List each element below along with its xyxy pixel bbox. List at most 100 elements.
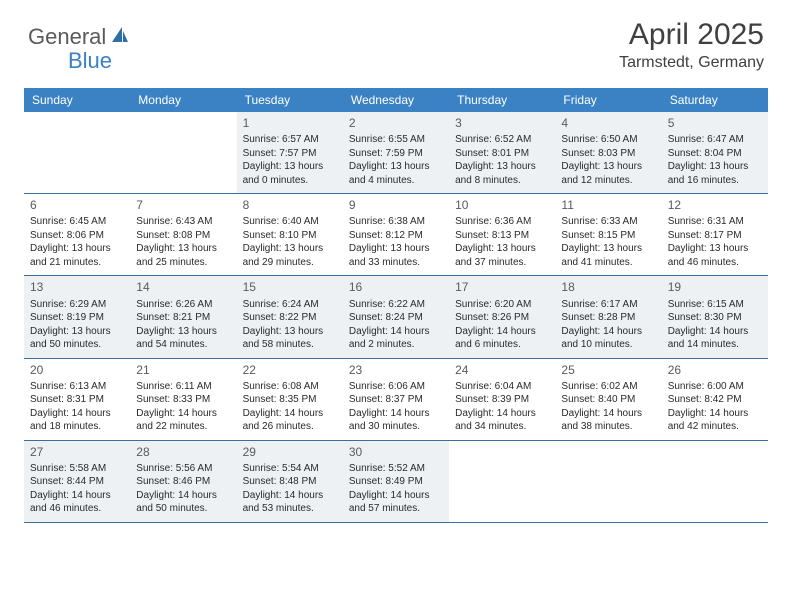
sunrise-text: Sunrise: 5:56 AM — [136, 462, 230, 476]
sunrise-text: Sunrise: 6:47 AM — [668, 133, 762, 147]
header: General Blue April 2025 Tarmstedt, Germa… — [0, 0, 792, 82]
sunset-text: Sunset: 8:28 PM — [561, 311, 655, 325]
sunset-text: Sunset: 8:01 PM — [455, 147, 549, 161]
day-number: 25 — [561, 362, 655, 378]
sunrise-text: Sunrise: 6:24 AM — [243, 298, 337, 312]
sunrise-text: Sunrise: 6:43 AM — [136, 215, 230, 229]
sunrise-text: Sunrise: 6:20 AM — [455, 298, 549, 312]
sunset-text: Sunset: 8:46 PM — [136, 475, 230, 489]
sunrise-text: Sunrise: 6:15 AM — [668, 298, 762, 312]
logo: General Blue — [28, 24, 138, 74]
day-cell-empty — [130, 112, 236, 193]
daylight-text: Daylight: 14 hours and 42 minutes. — [668, 407, 762, 434]
sunrise-text: Sunrise: 6:08 AM — [243, 380, 337, 394]
day-cell: 28Sunrise: 5:56 AMSunset: 8:46 PMDayligh… — [130, 441, 236, 522]
sunrise-text: Sunrise: 6:26 AM — [136, 298, 230, 312]
weeks-container: 1Sunrise: 6:57 AMSunset: 7:57 PMDaylight… — [24, 112, 768, 523]
sunset-text: Sunset: 8:24 PM — [349, 311, 443, 325]
logo-text-blue: Blue — [68, 48, 112, 74]
day-cell-empty — [555, 441, 661, 522]
sunset-text: Sunset: 8:49 PM — [349, 475, 443, 489]
week-row: 27 Sunrise: 5:58 AMSunset: 8:44 PM Dayligh… — [24, 441, 768, 523]
day-cell: 19Sunrise: 6:15 AMSunset: 8:30 PMDayligh… — [662, 276, 768, 357]
sunset-text: Sunset: 8:10 PM — [243, 229, 337, 243]
daylight-text: Daylight: 13 hours and 33 minutes. — [349, 242, 443, 269]
day-cell: 17Sunrise: 6:20 AMSunset: 8:26 PMDayligh… — [449, 276, 555, 357]
day-cell: 13Sunrise: 6:29 AMSunset: 8:19 PMDayligh… — [24, 276, 130, 357]
sunrise-text: Sunrise: 6:55 AM — [349, 133, 443, 147]
day-cell: 15Sunrise: 6:24 AMSunset: 8:22 PMDayligh… — [237, 276, 343, 357]
sunset-text: Sunset: 8:31 PM — [30, 393, 124, 407]
daylight-text: Daylight: 13 hours and 37 minutes. — [455, 242, 549, 269]
daylight-text: Daylight: 13 hours and 0 minutes. — [243, 160, 337, 187]
day-cell: 20Sunrise: 6:13 AMSunset: 8:31 PMDayligh… — [24, 359, 130, 440]
week-row: 1Sunrise: 6:57 AMSunset: 7:57 PMDaylight… — [24, 112, 768, 194]
day-number: 6 — [30, 197, 124, 213]
day-cell: 4Sunrise: 6:50 AMSunset: 8:03 PMDaylight… — [555, 112, 661, 193]
sunset-text: Sunset: 8:03 PM — [561, 147, 655, 161]
day-number: 9 — [349, 197, 443, 213]
day-cell: 12Sunrise: 6:31 AMSunset: 8:17 PMDayligh… — [662, 194, 768, 275]
day-header-friday: Friday — [555, 88, 661, 112]
sunrise-text: Sunrise: 6:40 AM — [243, 215, 337, 229]
sunrise-text: Sunrise: 6:29 AM — [30, 298, 124, 312]
day-cell: 10Sunrise: 6:36 AMSunset: 8:13 PMDayligh… — [449, 194, 555, 275]
sunset-text: Sunset: 8:44 PM — [30, 475, 124, 489]
day-cell: 6Sunrise: 6:45 AMSunset: 8:06 PMDaylight… — [24, 194, 130, 275]
day-header-thursday: Thursday — [449, 88, 555, 112]
day-cell: 22Sunrise: 6:08 AMSunset: 8:35 PMDayligh… — [237, 359, 343, 440]
day-cell: 21Sunrise: 6:11 AMSunset: 8:33 PMDayligh… — [130, 359, 236, 440]
page-title: April 2025 — [619, 18, 764, 52]
day-cell: 14Sunrise: 6:26 AMSunset: 8:21 PMDayligh… — [130, 276, 236, 357]
day-number: 28 — [136, 444, 230, 460]
day-header-sunday: Sunday — [24, 88, 130, 112]
daylight-text: Daylight: 14 hours and 18 minutes. — [30, 407, 124, 434]
daylight-text: Daylight: 13 hours and 8 minutes. — [455, 160, 549, 187]
daylight-text: Daylight: 13 hours and 54 minutes. — [136, 325, 230, 352]
day-number: 19 — [668, 279, 762, 295]
sunrise-text: Sunrise: 6:06 AM — [349, 380, 443, 394]
daylight-text: Daylight: 13 hours and 16 minutes. — [668, 160, 762, 187]
daylight-text: Daylight: 13 hours and 29 minutes. — [243, 242, 337, 269]
sunrise-text: Sunrise: 5:58 AM — [30, 462, 124, 476]
daylight-text: Daylight: 14 hours and 10 minutes. — [561, 325, 655, 352]
sunset-text: Sunset: 8:42 PM — [668, 393, 762, 407]
day-cell: 5 Sunrise: 6:47 AMSunset: 8:04 PMDaylight… — [662, 112, 768, 193]
sunrise-text: Sunrise: 6:45 AM — [30, 215, 124, 229]
day-cell: 30Sunrise: 5:52 AMSunset: 8:49 PMDayligh… — [343, 441, 449, 522]
day-number: 5 — [668, 115, 762, 131]
day-number: 7 — [136, 197, 230, 213]
sunrise-text: Sunrise: 6:31 AM — [668, 215, 762, 229]
daylight-text: Daylight: 14 hours and 57 minutes. — [349, 489, 443, 516]
sunset-text: Sunset: 8:04 PM — [668, 147, 762, 161]
day-cell: 3Sunrise: 6:52 AMSunset: 8:01 PMDaylight… — [449, 112, 555, 193]
day-number: 12 — [668, 197, 762, 213]
sunset-text: Sunset: 8:33 PM — [136, 393, 230, 407]
daylight-text: Daylight: 13 hours and 50 minutes. — [30, 325, 124, 352]
day-number: 8 — [243, 197, 337, 213]
sunset-text: Sunset: 8:30 PM — [668, 311, 762, 325]
day-cell: 2Sunrise: 6:55 AMSunset: 7:59 PMDaylight… — [343, 112, 449, 193]
day-number: 27 — [30, 444, 124, 460]
day-cell: 11Sunrise: 6:33 AMSunset: 8:15 PMDayligh… — [555, 194, 661, 275]
daylight-text: Daylight: 14 hours and 26 minutes. — [243, 407, 337, 434]
day-cell: 18Sunrise: 6:17 AMSunset: 8:28 PMDayligh… — [555, 276, 661, 357]
sunset-text: Sunset: 8:13 PM — [455, 229, 549, 243]
day-cell: 24Sunrise: 6:04 AMSunset: 8:39 PMDayligh… — [449, 359, 555, 440]
day-header-row: SundayMondayTuesdayWednesdayThursdayFrid… — [24, 88, 768, 112]
day-number: 3 — [455, 115, 549, 131]
daylight-text: Daylight: 14 hours and 38 minutes. — [561, 407, 655, 434]
sunset-text: Sunset: 8:12 PM — [349, 229, 443, 243]
location-label: Tarmstedt, Germany — [619, 54, 764, 72]
week-row: 6Sunrise: 6:45 AMSunset: 8:06 PMDaylight… — [24, 194, 768, 276]
day-header-tuesday: Tuesday — [237, 88, 343, 112]
sunset-text: Sunset: 8:21 PM — [136, 311, 230, 325]
sunset-text: Sunset: 8:08 PM — [136, 229, 230, 243]
calendar: SundayMondayTuesdayWednesdayThursdayFrid… — [24, 88, 768, 523]
daylight-text: Daylight: 13 hours and 58 minutes. — [243, 325, 337, 352]
sunset-text: Sunset: 8:26 PM — [455, 311, 549, 325]
day-number: 26 — [668, 362, 762, 378]
sunset-text: Sunset: 7:57 PM — [243, 147, 337, 161]
daylight-text: Daylight: 14 hours and 34 minutes. — [455, 407, 549, 434]
day-number: 21 — [136, 362, 230, 378]
